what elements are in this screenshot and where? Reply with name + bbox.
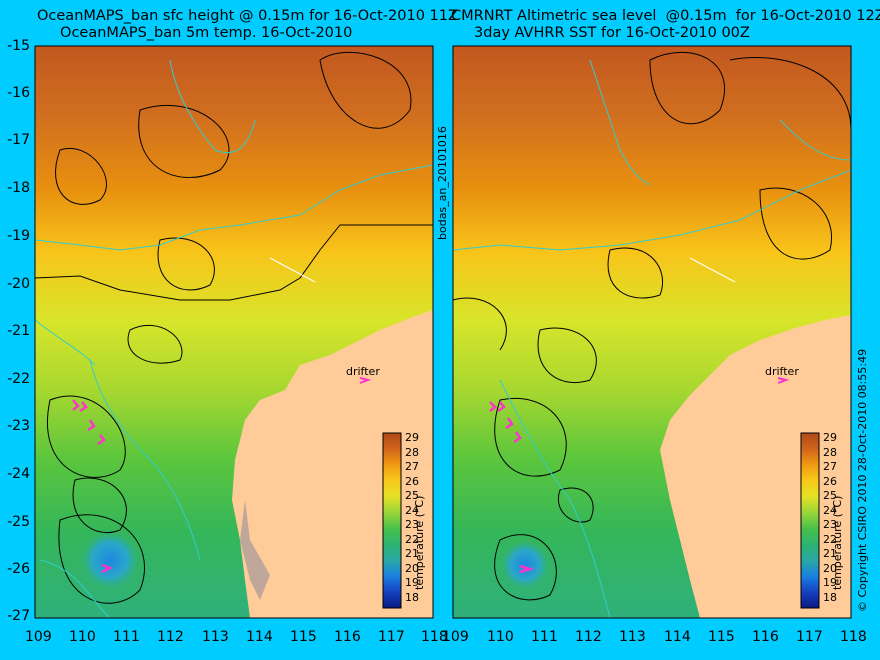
x-tick: 114 <box>246 629 273 645</box>
x-tick: 110 <box>487 629 514 645</box>
x-tick: 114 <box>664 629 691 645</box>
cbar-tick: 23 <box>405 518 419 531</box>
cbar-tick: 28 <box>405 446 419 459</box>
cbar-tick: 20 <box>405 562 419 575</box>
cbar-tick: 24 <box>823 504 837 517</box>
x-tick: 110 <box>69 629 96 645</box>
right-map-title: CMRNRT Altimetric sea level @0.15m for 1… <box>451 8 880 41</box>
left-map-title: OceanMAPS_ban sfc height @ 0.15m for 16-… <box>37 8 458 41</box>
analysis-label: bodas_an_20101016 <box>436 126 449 240</box>
cbar-tick: 19 <box>405 576 419 589</box>
x-tick: 118 <box>421 629 448 645</box>
cbar-tick: 20 <box>823 562 837 575</box>
left-map-panel: drifter <box>35 46 433 618</box>
colorbar-right <box>800 432 820 609</box>
cbar-tick: 25 <box>823 489 837 502</box>
x-tick: 112 <box>575 629 602 645</box>
x-tick: 116 <box>752 629 779 645</box>
y-tick: -22 <box>7 371 30 387</box>
x-tick: 118 <box>840 629 867 645</box>
cbar-tick: 27 <box>405 460 419 473</box>
x-tick: 115 <box>290 629 317 645</box>
y-tick: -17 <box>7 132 30 148</box>
cbar-tick: 18 <box>823 591 837 604</box>
y-tick: -16 <box>7 85 30 101</box>
y-tick: -21 <box>7 323 30 339</box>
y-tick: -15 <box>7 38 30 54</box>
cbar-tick: 22 <box>823 533 837 546</box>
cbar-tick: 18 <box>405 591 419 604</box>
y-tick: -19 <box>7 228 30 244</box>
cbar-tick: 25 <box>405 489 419 502</box>
right-map-frame <box>452 45 852 619</box>
y-tick: -23 <box>7 418 30 434</box>
cbar-tick: 23 <box>823 518 837 531</box>
y-tick: -24 <box>7 466 30 482</box>
cbar-tick: 22 <box>405 533 419 546</box>
cbar-tick: 24 <box>405 504 419 517</box>
x-tick: 117 <box>378 629 405 645</box>
x-tick: 113 <box>202 629 229 645</box>
colorbar-label-right: temperature (°C) <box>831 495 844 590</box>
cbar-tick: 26 <box>823 475 837 488</box>
x-tick: 109 <box>442 629 469 645</box>
cbar-tick: 19 <box>823 576 837 589</box>
x-tick: 111 <box>113 629 140 645</box>
right-map-panel: drifter <box>453 46 851 618</box>
x-tick: 115 <box>708 629 735 645</box>
left-map-frame <box>34 45 434 619</box>
cbar-tick: 29 <box>405 431 419 444</box>
y-tick: -27 <box>7 608 30 624</box>
drifter-label-left: drifter <box>346 365 380 378</box>
cbar-tick: 21 <box>405 547 419 560</box>
cbar-tick: 29 <box>823 431 837 444</box>
x-tick: 111 <box>531 629 558 645</box>
cbar-tick: 28 <box>823 446 837 459</box>
y-tick: -26 <box>7 561 30 577</box>
cbar-tick: 27 <box>823 460 837 473</box>
y-tick: -18 <box>7 180 30 196</box>
drifter-label-right: drifter <box>765 365 799 378</box>
y-tick: -20 <box>7 276 30 292</box>
copyright-label: © Copyright CSIRO 2010 28-Oct-2010 08:55… <box>856 348 869 612</box>
x-tick: 117 <box>796 629 823 645</box>
x-tick: 109 <box>25 629 52 645</box>
x-tick: 113 <box>619 629 646 645</box>
colorbar-label-left: temperature (°C) <box>413 495 426 590</box>
y-tick: -25 <box>7 514 30 530</box>
colorbar-left <box>382 432 402 609</box>
cbar-tick: 21 <box>823 547 837 560</box>
x-tick: 112 <box>157 629 184 645</box>
x-tick: 116 <box>334 629 361 645</box>
cbar-tick: 26 <box>405 475 419 488</box>
